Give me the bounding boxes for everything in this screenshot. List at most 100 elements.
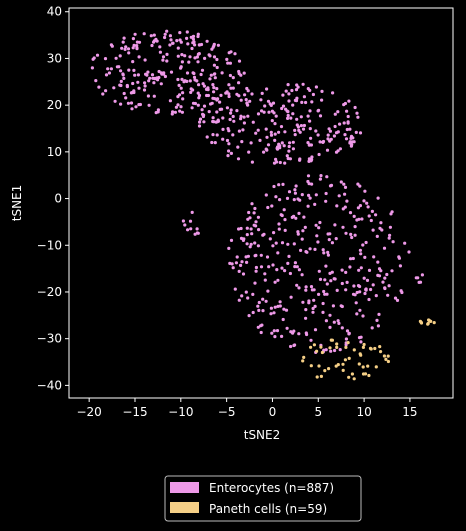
point-enterocyte	[314, 85, 318, 89]
point-paneth-cell	[335, 342, 339, 346]
point-enterocyte	[362, 276, 366, 280]
point-enterocyte	[253, 206, 257, 211]
point-enterocyte	[344, 337, 348, 341]
point-enterocyte	[254, 265, 258, 270]
point-enterocyte	[191, 71, 195, 75]
point-enterocyte	[225, 57, 229, 62]
point-enterocyte	[328, 325, 332, 329]
point-enterocyte	[156, 110, 160, 114]
point-enterocyte	[129, 101, 134, 105]
y-tick-label: 10	[47, 145, 62, 159]
point-enterocyte	[288, 141, 292, 145]
point-paneth-cell	[386, 359, 390, 364]
point-enterocyte	[236, 145, 240, 149]
point-enterocyte	[343, 185, 348, 189]
point-enterocyte	[210, 140, 214, 145]
point-enterocyte	[199, 42, 204, 47]
point-enterocyte	[180, 53, 184, 57]
point-enterocyte	[271, 101, 276, 105]
point-enterocyte	[354, 301, 358, 305]
point-enterocyte	[391, 240, 395, 244]
point-enterocyte	[126, 47, 131, 51]
point-enterocyte	[348, 265, 352, 269]
point-enterocyte	[226, 154, 230, 158]
point-enterocyte	[259, 265, 264, 269]
point-enterocyte	[294, 216, 298, 220]
point-enterocyte	[346, 120, 350, 124]
point-enterocyte	[314, 129, 318, 133]
point-enterocyte	[245, 233, 249, 237]
point-enterocyte	[250, 92, 254, 96]
point-enterocyte	[321, 139, 326, 144]
point-enterocyte	[191, 88, 195, 92]
point-enterocyte	[181, 219, 185, 223]
point-enterocyte	[163, 32, 167, 36]
point-enterocyte	[205, 39, 209, 43]
point-enterocyte	[138, 102, 142, 107]
point-enterocyte	[183, 223, 187, 227]
point-enterocyte	[316, 109, 320, 113]
point-enterocyte	[332, 277, 336, 281]
point-enterocyte	[199, 72, 203, 77]
point-enterocyte	[280, 141, 284, 145]
point-enterocyte	[264, 193, 268, 197]
point-enterocyte	[387, 284, 391, 288]
point-enterocyte	[310, 182, 314, 186]
point-enterocyte	[319, 174, 323, 178]
point-enterocyte	[333, 348, 337, 353]
point-enterocyte	[356, 115, 360, 119]
point-enterocyte	[211, 119, 215, 124]
point-enterocyte	[202, 120, 206, 124]
point-enterocyte	[266, 289, 270, 293]
point-enterocyte	[237, 94, 241, 98]
point-paneth-cell	[347, 375, 351, 379]
point-enterocyte	[260, 109, 264, 113]
point-enterocyte	[125, 83, 129, 88]
point-enterocyte	[236, 157, 241, 161]
point-enterocyte	[333, 223, 337, 227]
point-enterocyte	[295, 83, 299, 87]
point-paneth-cell	[359, 353, 363, 357]
point-enterocyte	[195, 227, 199, 231]
point-enterocyte	[330, 241, 334, 245]
point-enterocyte	[198, 117, 203, 121]
point-enterocyte	[298, 130, 302, 134]
point-enterocyte	[131, 60, 135, 64]
point-enterocyte	[270, 119, 274, 123]
point-enterocyte	[371, 283, 375, 287]
point-enterocyte	[218, 107, 222, 111]
point-enterocyte	[251, 120, 255, 124]
point-enterocyte	[327, 127, 331, 131]
point-enterocyte	[286, 242, 290, 246]
point-enterocyte	[257, 228, 261, 232]
point-enterocyte	[300, 237, 304, 241]
point-enterocyte	[306, 87, 310, 91]
point-enterocyte	[399, 289, 403, 293]
point-enterocyte	[357, 217, 361, 221]
point-enterocyte	[353, 105, 357, 110]
point-enterocyte	[304, 308, 308, 312]
point-enterocyte	[345, 109, 349, 113]
y-tick-label: 0	[54, 192, 62, 206]
point-enterocyte	[129, 91, 133, 95]
point-enterocyte	[168, 43, 172, 47]
point-enterocyte	[376, 324, 380, 328]
point-enterocyte	[282, 307, 286, 311]
point-enterocyte	[185, 36, 189, 41]
point-enterocyte	[301, 300, 305, 304]
point-enterocyte	[189, 90, 193, 94]
point-paneth-cell	[352, 348, 356, 352]
x-tick-label: −5	[218, 405, 236, 419]
point-enterocyte	[168, 34, 172, 38]
point-enterocyte	[147, 79, 151, 83]
point-enterocyte	[325, 292, 329, 296]
point-enterocyte	[293, 188, 297, 192]
point-enterocyte	[300, 273, 304, 277]
point-enterocyte	[341, 225, 345, 229]
point-enterocyte	[121, 72, 125, 76]
point-enterocyte	[213, 76, 217, 80]
point-enterocyte	[329, 279, 333, 283]
point-enterocyte	[340, 304, 344, 309]
point-enterocyte	[273, 138, 277, 142]
